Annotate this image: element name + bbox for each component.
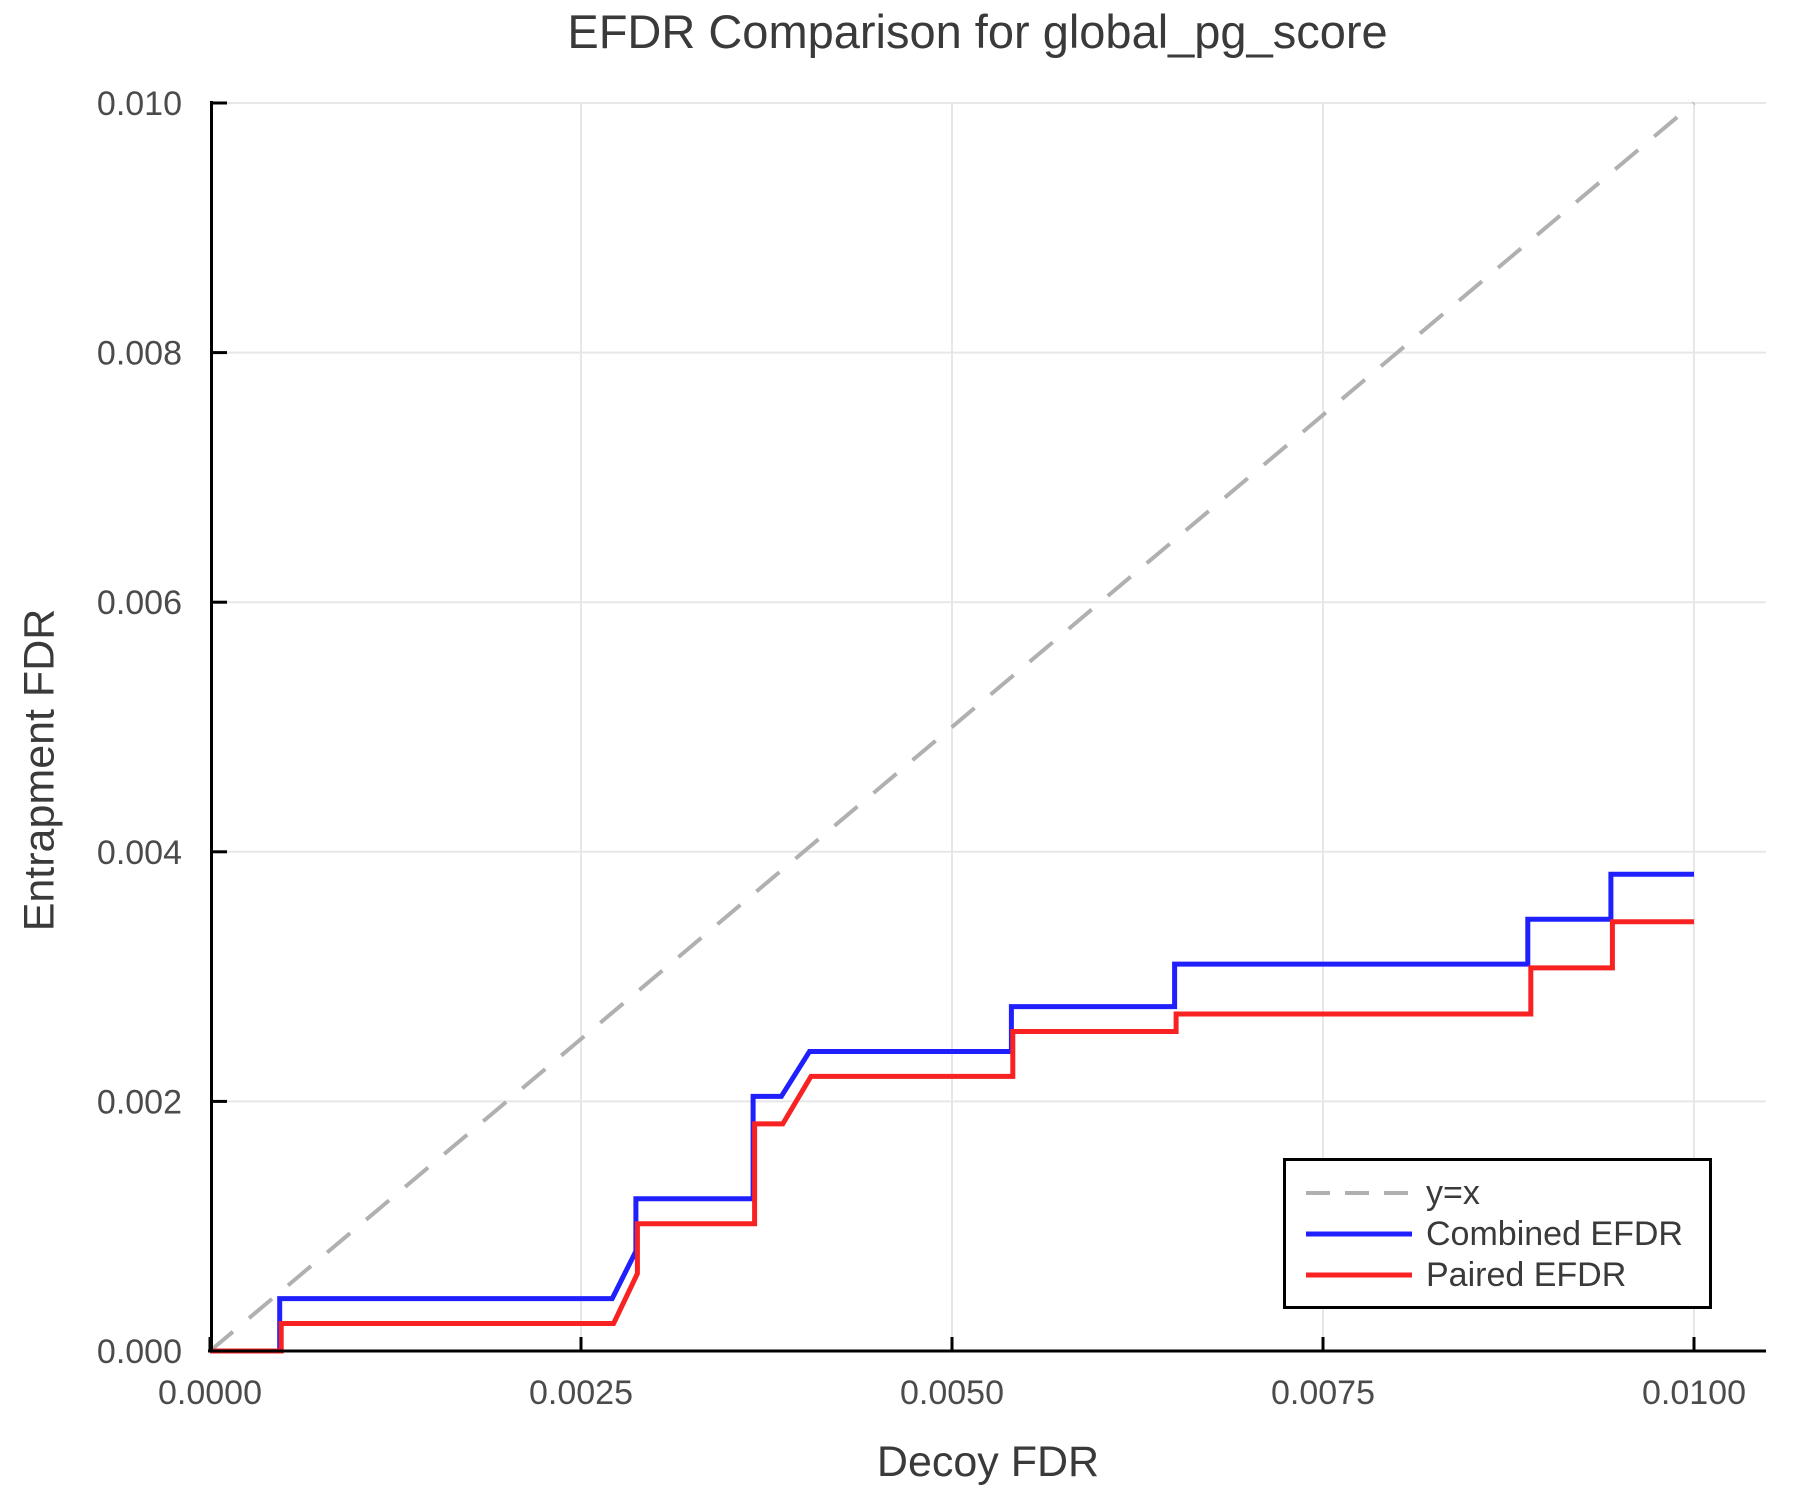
y-tick-label: 0.006 [97,584,182,622]
x-tick-label: 0.0050 [900,1374,1004,1412]
x-axis-label: Decoy FDR [876,1438,1100,1486]
x-tick-label: 0.0100 [1642,1374,1746,1412]
legend-label-paired-efdr: Paired EFDR [1426,1255,1627,1294]
y-tick-label: 0.002 [97,1083,182,1121]
x-tick-label: 0.0000 [158,1374,262,1412]
paired-efdr-line [210,919,1694,1354]
legend-label-identity: y=x [1426,1173,1480,1212]
x-tick-label: 0.0025 [529,1374,633,1412]
legend-label-combined-efdr: Combined EFDR [1426,1214,1683,1253]
legend-row-combined-efdr: Combined EFDR [1306,1213,1709,1254]
legend-row-paired-efdr: Paired EFDR [1306,1254,1709,1295]
combined-efdr-line-sample [1306,1231,1412,1236]
identity-line-sample [1306,1190,1412,1195]
y-tick-label: 0.004 [97,834,182,872]
y-x-line [208,101,1696,1353]
legend-row-identity: y=x [1306,1172,1709,1213]
legend: y=x Combined EFDR Paired EFDR [1283,1158,1712,1309]
chart-title: EFDR Comparison for global_pg_score [567,5,1388,58]
y-tick-label: 0.008 [97,335,182,373]
y-tick-label: 0.010 [97,85,182,123]
paired-efdr-line-sample [1306,1272,1412,1277]
y-tick-label: 0.000 [97,1333,182,1371]
combined-efdr-line [210,871,1694,1354]
y-axis-label: Entrapment FDR [15,608,64,932]
x-tick-label: 0.0075 [1271,1374,1375,1412]
